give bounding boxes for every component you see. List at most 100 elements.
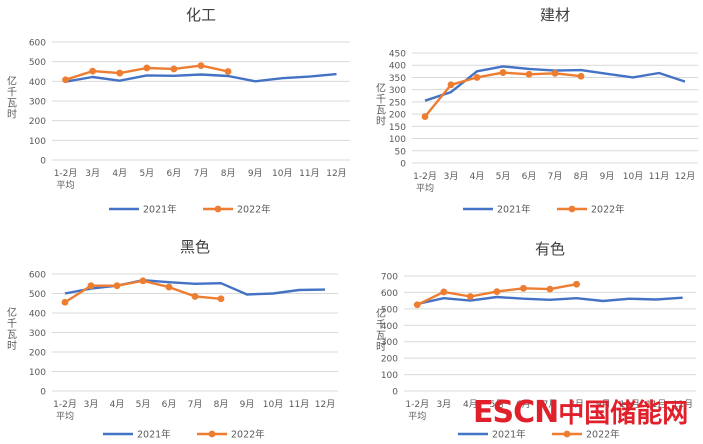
y-tick-label: 0 xyxy=(40,388,46,398)
x-tick-label: 12月 xyxy=(326,168,346,179)
x-tick-label: 10月 xyxy=(619,399,639,410)
x-tick-label: 6月 xyxy=(516,399,531,410)
legend-marker xyxy=(208,430,216,438)
data-point xyxy=(191,293,199,300)
y-axis-label: 亿千瓦时 xyxy=(7,306,17,352)
y-tick-label: 200 xyxy=(29,349,46,359)
x-tick-label: 5月 xyxy=(139,168,154,179)
x-tick-label: 12月 xyxy=(675,171,695,182)
legend-marker xyxy=(563,430,571,438)
x-tick-label: 12月 xyxy=(315,399,335,410)
y-tick-label: 150 xyxy=(389,123,406,133)
series-line-2021年 xyxy=(64,279,326,296)
y-tick-label: 0 xyxy=(400,160,406,170)
data-point xyxy=(493,288,501,296)
watermark-en: ESCN xyxy=(473,395,559,430)
x-tick-label: 11月 xyxy=(289,399,309,410)
y-tick-label: 450 xyxy=(389,50,406,60)
chart-panel-4: 有色 0 100 200 300 400 500 600 700 亿千瓦时 1-2月平均 3月 4月 5月… xyxy=(376,240,696,441)
data-point xyxy=(525,70,533,78)
series-line-2021年 xyxy=(65,72,337,83)
x-tick-label: 4月 xyxy=(112,168,127,179)
y-tick-label: 200 xyxy=(381,355,398,365)
x-tick-label: 5月 xyxy=(490,399,505,410)
x-tick-label: 9月 xyxy=(240,399,255,410)
y-tick-label: 200 xyxy=(389,111,406,121)
data-point xyxy=(143,64,151,72)
y-tick-label: 350 xyxy=(389,74,406,84)
watermark-cn: 中国储能网 xyxy=(558,399,689,429)
x-tick-label: 1-2月平均 xyxy=(405,399,429,422)
data-point xyxy=(197,62,205,69)
chart-title: 化工 xyxy=(186,6,216,24)
data-point xyxy=(139,277,147,285)
x-tick-label: 7月 xyxy=(548,171,563,182)
x-tick-label: 6月 xyxy=(162,399,177,410)
legend-label: 2022年 xyxy=(231,429,265,441)
x-tick-label: 3月 xyxy=(84,399,99,410)
x-tick-label: 8月 xyxy=(569,399,584,410)
y-tick-label: 100 xyxy=(381,371,398,381)
y-tick-label: 0 xyxy=(40,157,46,167)
data-point xyxy=(421,113,429,120)
chart-panel-2: 建材 0 50 100 150 200 250 300 350 400 450 亿千瓦时 1-2月平均 3… xyxy=(376,6,698,216)
x-tick-label: 4月 xyxy=(470,171,485,182)
data-point xyxy=(89,67,97,75)
data-point xyxy=(87,282,95,290)
y-tick-label: 250 xyxy=(389,98,406,108)
chart-title: 有色 xyxy=(535,240,565,258)
y-tick-label: 600 xyxy=(29,271,46,281)
x-tick-label: 1-2月平均 xyxy=(53,399,77,422)
x-tick-label: 12月 xyxy=(673,399,693,410)
x-tick-label: 4月 xyxy=(110,399,125,410)
data-point xyxy=(116,69,124,77)
y-tick-label: 300 xyxy=(381,338,398,348)
data-point xyxy=(551,69,559,77)
data-point xyxy=(473,74,481,81)
series-line-2022年 xyxy=(424,71,582,118)
legend-label: 2021年 xyxy=(497,204,531,216)
x-tick-label: 8月 xyxy=(574,171,589,182)
data-point xyxy=(577,72,585,80)
chart-panel-3: 黑色 0 100 200 300 400 500 600 亿千瓦时 1-2月平均 3月 4月 5月 6月 7… xyxy=(7,238,338,441)
y-tick-label: 50 xyxy=(395,147,407,157)
x-tick-label: 8月 xyxy=(221,168,236,179)
data-point xyxy=(520,284,527,292)
x-tick-label: 5月 xyxy=(136,399,151,410)
x-tick-label: 1-2月平均 xyxy=(54,168,78,191)
y-tick-label: 400 xyxy=(29,310,46,320)
watermark-logo: ESCN中国储能网 xyxy=(473,398,688,428)
data-point xyxy=(224,68,232,75)
y-tick-label: 200 xyxy=(29,117,46,127)
chart-panel-1: 化工 0 100 200 300 400 500 600 亿千瓦时 1-2月平均 3月 4月 5月 6月 7… xyxy=(7,6,350,216)
data-point xyxy=(440,288,448,296)
data-point xyxy=(499,69,507,76)
x-tick-label: 3月 xyxy=(85,168,100,179)
x-tick-label: 11月 xyxy=(646,399,666,410)
data-point xyxy=(447,81,455,89)
x-tick-label: 8月 xyxy=(214,399,229,410)
x-tick-label: 9月 xyxy=(600,171,615,182)
y-tick-label: 0 xyxy=(392,388,398,398)
y-tick-label: 400 xyxy=(381,322,398,332)
x-tick-label: 5月 xyxy=(496,171,511,182)
x-tick-label: 10月 xyxy=(623,171,643,182)
x-tick-label: 4月 xyxy=(463,399,478,410)
x-tick-label: 3月 xyxy=(436,399,451,410)
legend-label: 2022年 xyxy=(586,429,620,441)
x-tick-label: 6月 xyxy=(522,171,537,182)
y-tick-label: 500 xyxy=(29,290,46,300)
y-tick-label: 300 xyxy=(29,98,46,108)
y-tick-label: 100 xyxy=(29,137,46,147)
y-tick-label: 600 xyxy=(29,39,46,49)
y-tick-label: 400 xyxy=(389,62,406,72)
x-tick-label: 9月 xyxy=(248,168,263,179)
legend-label: 2021年 xyxy=(143,204,177,216)
data-point xyxy=(170,65,178,73)
y-tick-label: 300 xyxy=(29,329,46,339)
data-point xyxy=(413,301,421,309)
x-tick-label: 6月 xyxy=(167,168,182,179)
y-tick-label: 400 xyxy=(29,78,46,88)
chart-title: 建材 xyxy=(540,6,570,24)
x-tick-label: 11月 xyxy=(649,171,669,182)
